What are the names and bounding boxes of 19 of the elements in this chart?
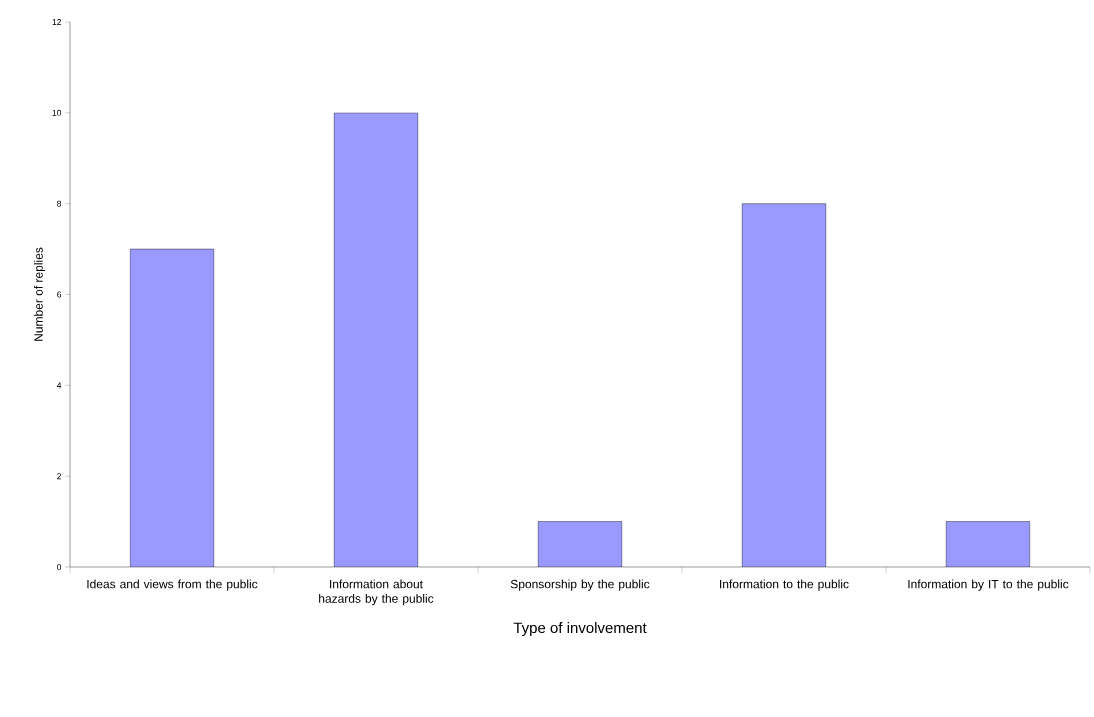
x-tick-label: Information by IT to the public bbox=[908, 579, 1069, 591]
bar bbox=[334, 112, 418, 567]
bar bbox=[538, 521, 622, 567]
bar bbox=[130, 249, 214, 567]
bar bbox=[945, 521, 1031, 567]
x-tick-label: Ideas and views from the public bbox=[87, 579, 258, 591]
y-tick-label: 0 bbox=[57, 564, 62, 570]
x-tick-label: Information to the public bbox=[720, 579, 849, 591]
y-tick-label: 12 bbox=[52, 19, 62, 25]
y-tick-label: 4 bbox=[56, 382, 62, 389]
y-tick-label: 10 bbox=[52, 109, 62, 116]
x-axis-title: Type of involvement bbox=[513, 622, 647, 637]
bar bbox=[742, 203, 826, 567]
y-tick-label: 6 bbox=[57, 291, 62, 298]
x-tick-label: Information about hazards by the public bbox=[319, 579, 434, 606]
y-tick-label: 8 bbox=[57, 200, 62, 207]
y-axis-title: Number of replies bbox=[33, 247, 46, 341]
x-tick-label: Sponsorship by the public bbox=[510, 579, 650, 591]
y-tick-label: 2 bbox=[57, 473, 62, 480]
